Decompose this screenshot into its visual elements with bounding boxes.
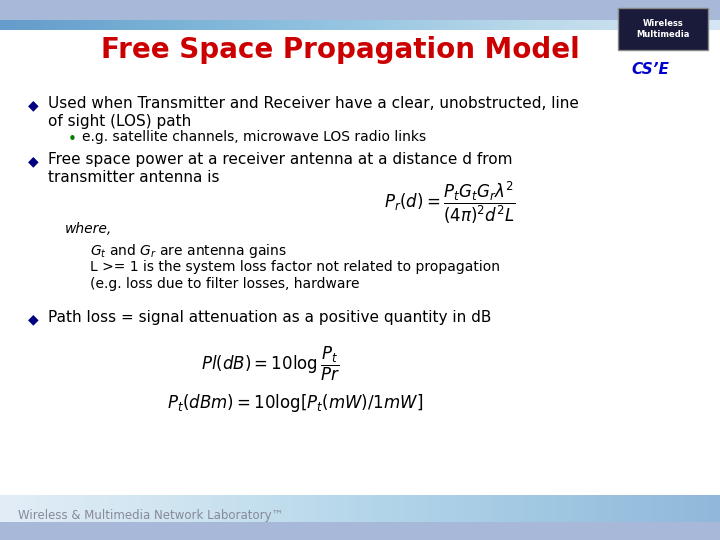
- Text: L >= 1 is the system loss factor not related to propagation: L >= 1 is the system loss factor not rel…: [90, 260, 500, 274]
- Text: Free space power at a receiver antenna at a distance d from: Free space power at a receiver antenna a…: [48, 152, 513, 167]
- Text: ◆: ◆: [28, 98, 39, 112]
- Bar: [0, 0, 720, 20]
- Text: ◆: ◆: [28, 154, 39, 168]
- Bar: [0, 522, 720, 540]
- Text: $P_t(dBm) = 10\log[P_t(mW)/1mW]$: $P_t(dBm) = 10\log[P_t(mW)/1mW]$: [167, 392, 423, 414]
- Text: •: •: [68, 132, 77, 147]
- Text: Used when Transmitter and Receiver have a clear, unobstructed, line: Used when Transmitter and Receiver have …: [48, 96, 579, 111]
- Text: Free Space Propagation Model: Free Space Propagation Model: [101, 36, 580, 64]
- Text: Path loss = signal attenuation as a positive quantity in dB: Path loss = signal attenuation as a posi…: [48, 310, 491, 325]
- Text: $G_t$ and $G_r$ are antenna gains: $G_t$ and $G_r$ are antenna gains: [90, 242, 287, 260]
- Bar: [618, 8, 708, 50]
- Text: (e.g. loss due to filter losses, hardware: (e.g. loss due to filter losses, hardwar…: [90, 277, 359, 291]
- Text: $Pl(dB) = 10\log\dfrac{P_t}{Pr}$: $Pl(dB) = 10\log\dfrac{P_t}{Pr}$: [201, 345, 339, 383]
- Text: Wireless & Multimedia Network Laboratory™: Wireless & Multimedia Network Laboratory…: [18, 509, 284, 522]
- Text: of sight (LOS) path: of sight (LOS) path: [48, 114, 192, 129]
- Text: CS’E: CS’E: [631, 63, 669, 78]
- Text: ◆: ◆: [28, 312, 39, 326]
- Text: Wireless
Multimedia: Wireless Multimedia: [636, 18, 690, 39]
- Text: where,: where,: [65, 222, 112, 236]
- Text: $P_r(d) = \dfrac{P_tG_tG_r\lambda^2}{(4\pi)^2 d^2 L}$: $P_r(d) = \dfrac{P_tG_tG_r\lambda^2}{(4\…: [384, 180, 516, 226]
- Text: transmitter antenna is: transmitter antenna is: [48, 170, 220, 185]
- Text: e.g. satellite channels, microwave LOS radio links: e.g. satellite channels, microwave LOS r…: [82, 130, 426, 144]
